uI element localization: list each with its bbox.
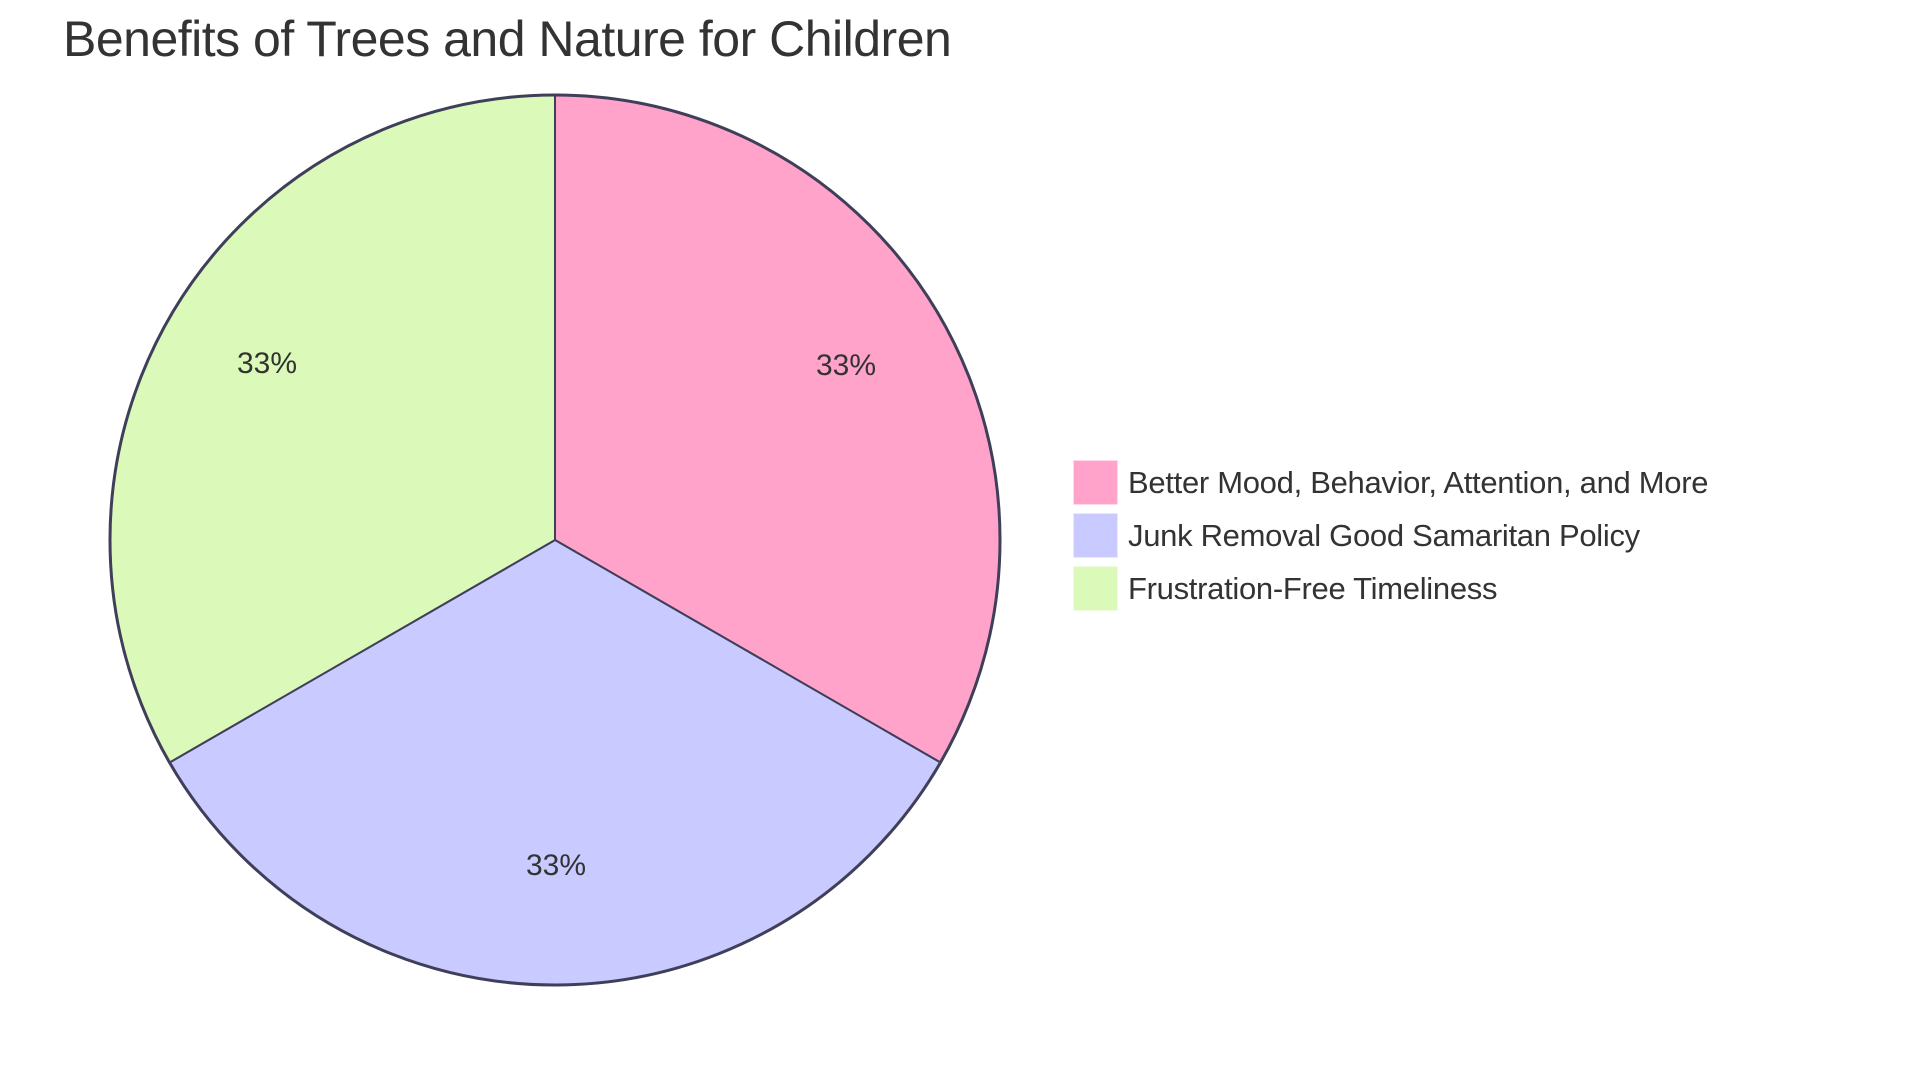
legend-swatch-green	[1073, 566, 1118, 611]
legend-swatch-lavender	[1073, 513, 1118, 558]
legend-swatch-pink	[1073, 460, 1118, 505]
legend-item-frustration-free[interactable]: Frustration-Free Timeliness	[1073, 566, 1708, 611]
legend-label: Frustration-Free Timeliness	[1128, 570, 1498, 606]
slice-label-junk-removal: 33%	[526, 849, 586, 882]
legend-item-better-mood[interactable]: Better Mood, Behavior, Attention, and Mo…	[1073, 460, 1709, 505]
legend-label: Junk Removal Good Samaritan Policy	[1128, 517, 1640, 553]
legend-label: Better Mood, Behavior, Attention, and Mo…	[1128, 464, 1709, 500]
slice-label-better-mood: 33%	[816, 349, 876, 382]
pie-outline	[108, 93, 1002, 987]
legend-item-junk-removal[interactable]: Junk Removal Good Samaritan Policy	[1073, 513, 1708, 558]
chart-title: Benefits of Trees and Nature for Childre…	[63, 11, 952, 67]
slice-label-frustration-free: 33%	[237, 347, 297, 380]
legend: Better Mood, Behavior, Attention, and Mo…	[1073, 460, 1709, 619]
